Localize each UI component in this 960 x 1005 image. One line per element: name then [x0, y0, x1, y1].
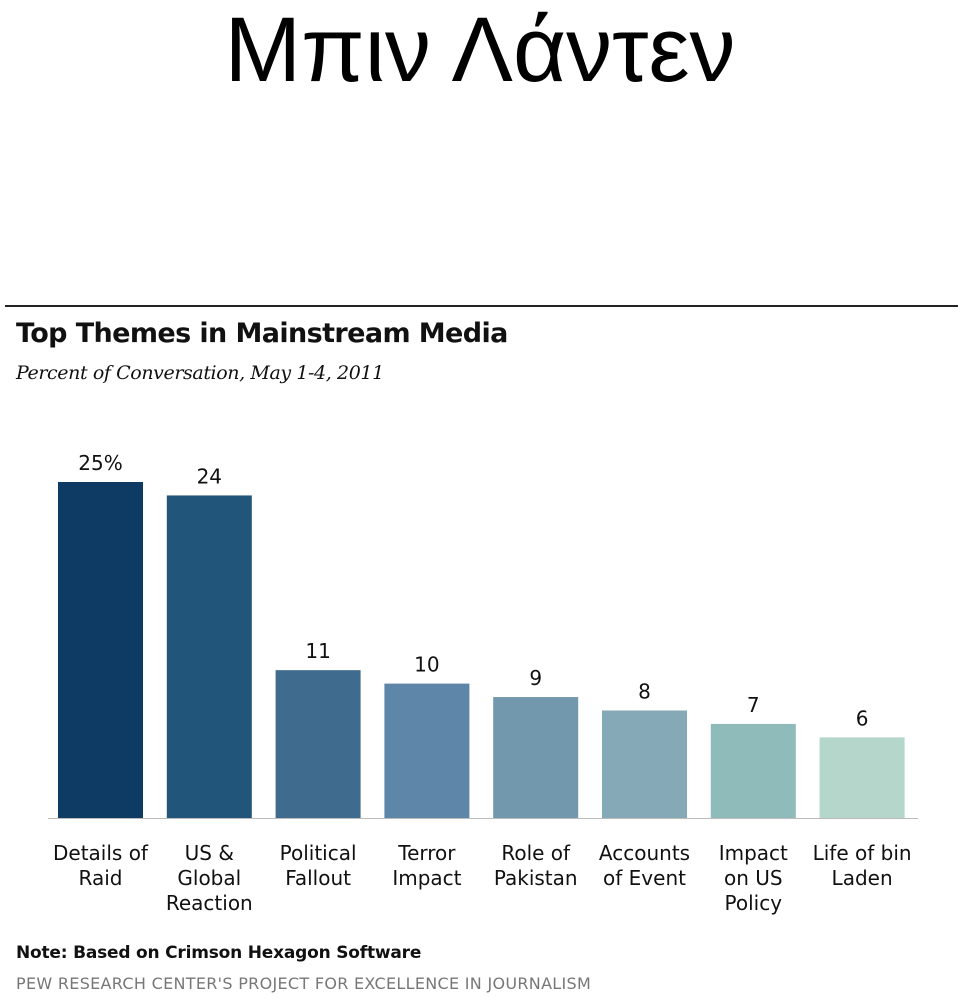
bar-chart: 25% Details of Raid 24 US & Global Reaction 11 P… — [48, 451, 918, 915]
bar-value-label: 24 — [197, 464, 222, 488]
bar — [602, 710, 687, 818]
bar-value-label: 25% — [78, 451, 122, 475]
bar — [58, 482, 143, 818]
bar-value-label: 10 — [414, 653, 439, 677]
bar-value-label: 9 — [529, 666, 542, 690]
category-label: Accounts of Event — [599, 841, 690, 890]
chart-title: Top Themes in Mainstream Media — [16, 318, 508, 349]
category-label: Details of Raid — [53, 841, 149, 890]
bar-value-label: 11 — [305, 639, 330, 663]
bar — [493, 697, 579, 818]
title-divider — [5, 305, 958, 307]
bar — [710, 723, 796, 818]
bar — [384, 683, 470, 818]
bar — [819, 737, 905, 818]
category-label: Political Fallout — [280, 841, 357, 890]
category-label: Role of Pakistan — [494, 841, 578, 890]
chart-source: PEW RESEARCH CENTER'S PROJECT FOR EXCELL… — [16, 974, 592, 993]
bar — [166, 495, 252, 818]
bar-value-label: 8 — [638, 679, 651, 703]
bar — [275, 670, 361, 818]
chart-subtitle: Percent of Conversation, May 1-4, 2011 — [16, 362, 384, 384]
category-label: Terror Impact — [392, 841, 461, 890]
bar-value-label: 6 — [856, 706, 869, 730]
category-label: Impact on US Policy — [719, 841, 788, 915]
slide-title: Μπιν Λάντεν — [224, 0, 736, 101]
category-label: US & Global Reaction — [166, 841, 253, 915]
bar-value-label: 7 — [747, 693, 760, 717]
chart-note: Note: Based on Crimson Hexagon Software — [16, 943, 422, 963]
category-label: Life of bin Laden — [813, 841, 912, 890]
